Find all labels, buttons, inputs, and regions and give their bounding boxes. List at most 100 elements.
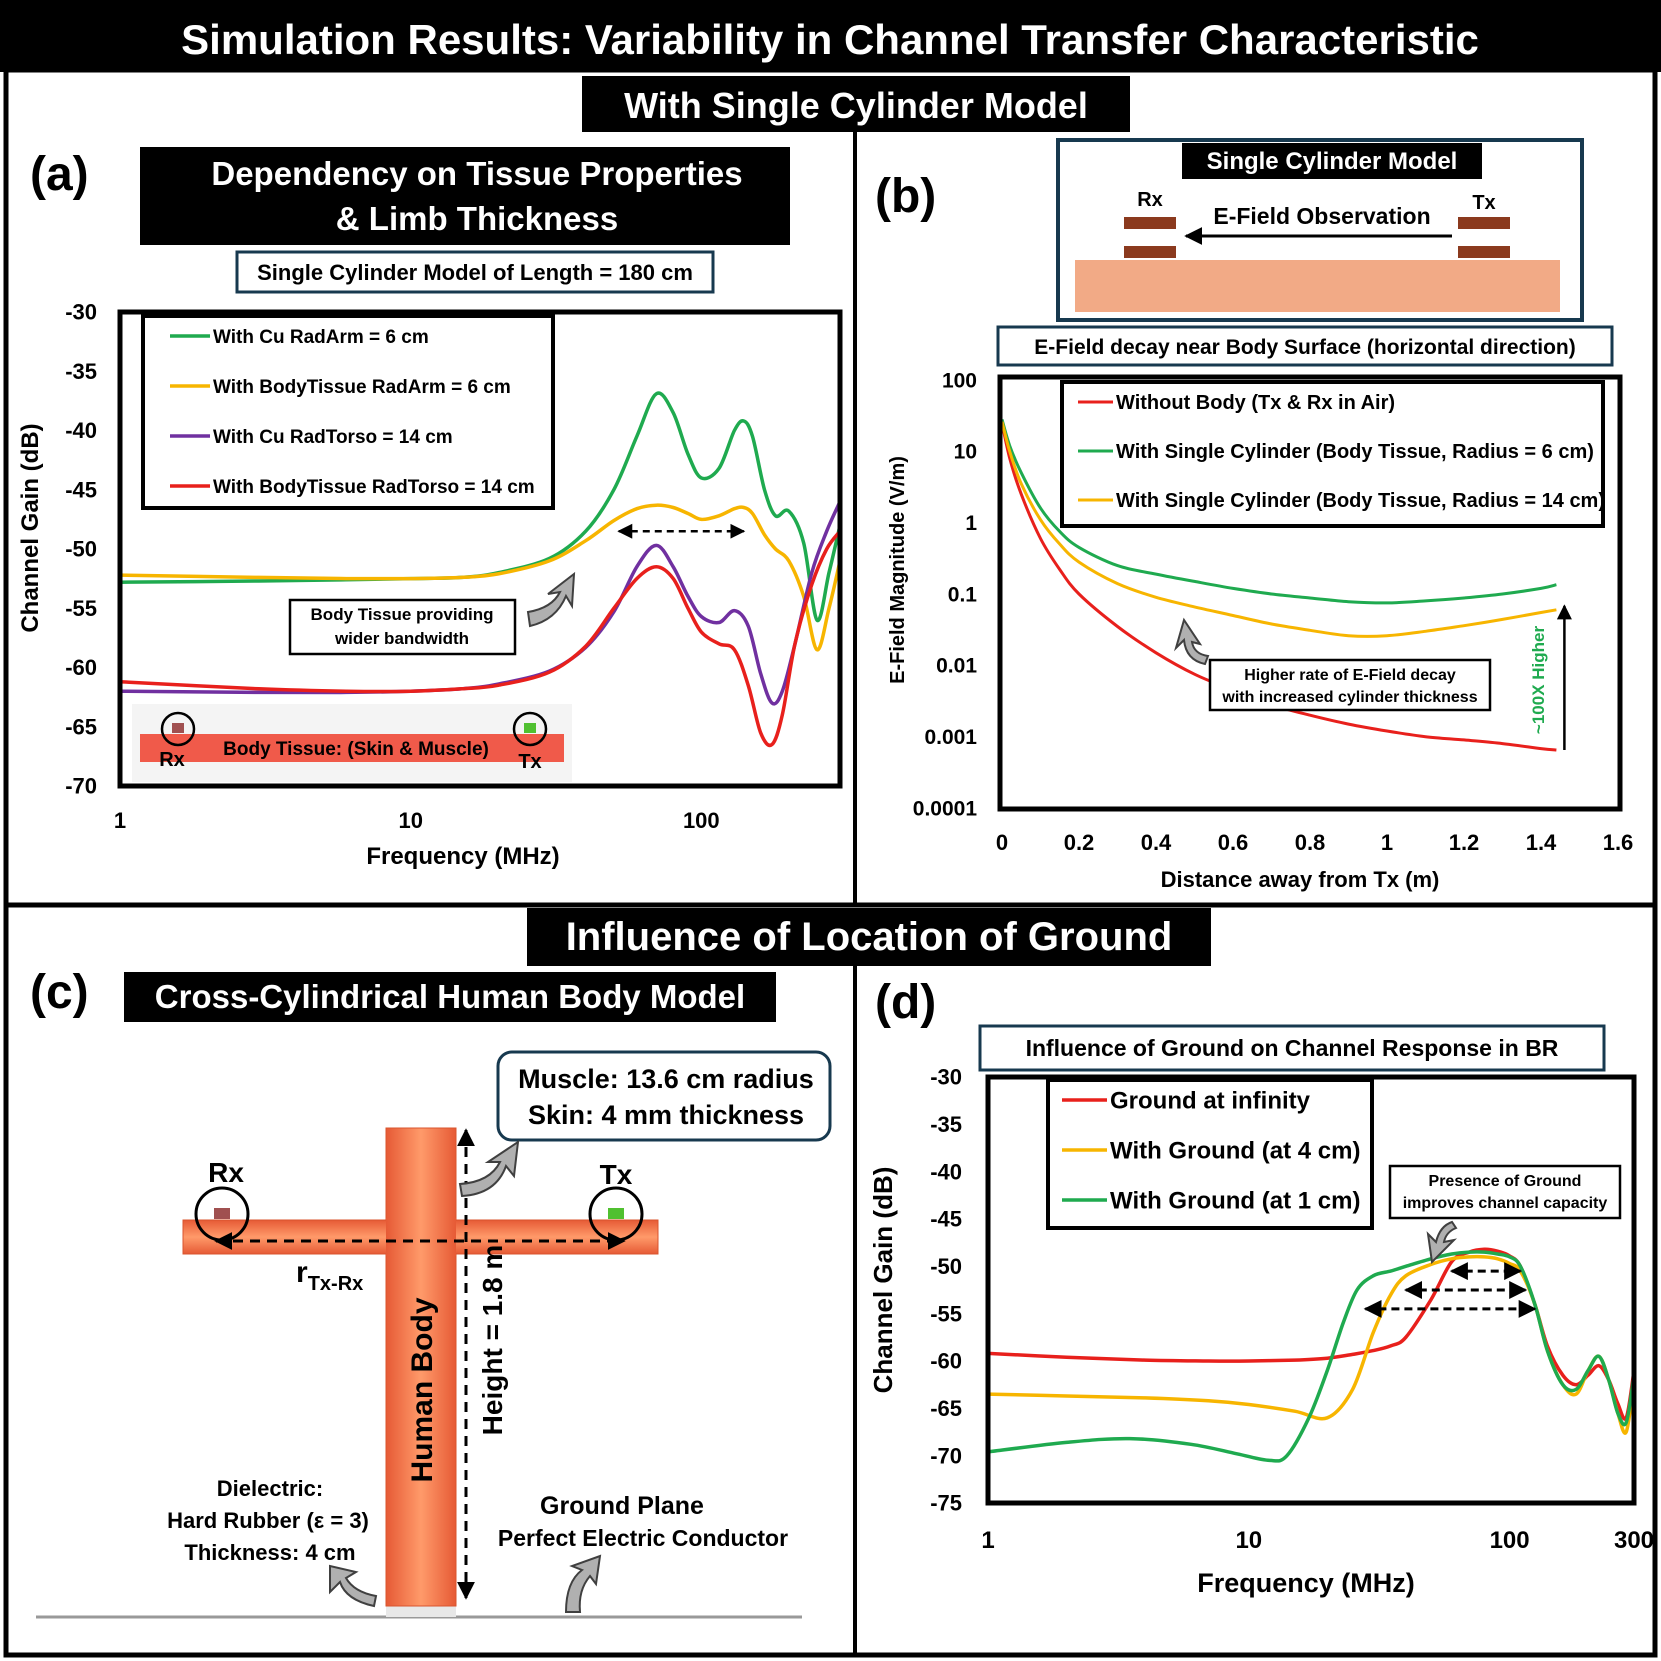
panel-b-tag: (b)	[875, 170, 936, 223]
panel-c-ground-line1: Ground Plane	[540, 1492, 704, 1520]
chart-b-callout-line2: with increased cylinder thickness	[1221, 689, 1477, 706]
chart-d-ytick: -60	[930, 1349, 962, 1374]
chart-a-ytick: -40	[65, 418, 97, 443]
panel-c-distance-label: rTx-Rx	[296, 1256, 363, 1295]
panel-a-subtitle-box	[235, 250, 715, 294]
chart-a-inset-tx: Tx	[518, 751, 541, 773]
panel-b-body-surface	[1075, 260, 1560, 312]
section-top-title: With Single Cylinder Model	[624, 85, 1088, 126]
chart-d-legend	[1046, 1078, 1374, 1230]
panel-c-body-label: Human Body	[406, 1297, 439, 1482]
outer-frame	[3, 67, 1658, 1658]
chart-a-xtick: 1	[114, 808, 126, 833]
chart-a-legend-label: With BodyTissue RadTorso = 14 cm	[213, 477, 535, 498]
panel-c-dielectric-line2: Hard Rubber (ε = 3)	[167, 1508, 369, 1533]
chart-b-legend-label: With Single Cylinder (Body Tissue, Radiu…	[1116, 490, 1605, 512]
chart-b-xtick: 0	[996, 830, 1008, 855]
chart-b-legend-label: With Single Cylinder (Body Tissue, Radiu…	[1116, 441, 1594, 463]
chart-b-callout-box	[1208, 658, 1492, 712]
chart-a-callout-line1: Body Tissue providing	[311, 605, 494, 624]
chart-a-ytick: -30	[65, 300, 97, 325]
chart-b-ratio-label: ~100X Higher	[1529, 626, 1548, 735]
chart-a-callout-line2: wider bandwidth	[334, 629, 469, 648]
chart-a-ytick: -50	[65, 537, 97, 562]
chart-a-ytick: -55	[65, 596, 97, 621]
panel-d-subtitle: Influence of Ground on Channel Response …	[1026, 1035, 1559, 1061]
chart-b-series-line	[1002, 418, 1557, 605]
chart-d-xtick: 100	[1490, 1527, 1530, 1554]
chart-d-callout-box	[1388, 1164, 1622, 1220]
chart-a-legend	[141, 314, 555, 510]
chart-b-xtick: 0.6	[1218, 830, 1249, 855]
chart-a-ytick: -70	[65, 774, 97, 799]
panel-c-dielectric-callout-icon	[329, 1564, 378, 1608]
chart-a-inset-rx: Rx	[159, 749, 185, 771]
chart-b-xlabel: Distance away from Tx (m)	[1161, 867, 1440, 892]
chart-b-ytick: 0.0001	[913, 797, 978, 820]
panel-b-subtitle: E-Field decay near Body Surface (horizon…	[1034, 336, 1575, 359]
chart-a-ylabel: Channel Gain (dB)	[17, 423, 44, 632]
chart-d-series-line	[988, 1250, 1634, 1463]
panel-a-header-line1: Dependency on Tissue Properties	[211, 155, 742, 192]
panel-c-tag: (c)	[30, 966, 89, 1019]
chart-a-ytick: -60	[65, 655, 97, 680]
chart-d-ytick: -70	[930, 1443, 962, 1468]
panel-c-rx-icon	[214, 1208, 230, 1219]
panel-b-model-title: Single Cylinder Model	[1207, 148, 1458, 175]
panel-b-tx-label: Tx	[1472, 192, 1495, 214]
chart-a-inset-tx-marker	[512, 711, 548, 747]
panel-b-tx-electrode-top	[1458, 217, 1510, 229]
chart-a-xtick: 100	[683, 808, 720, 833]
panel-c-tx-label: Tx	[600, 1159, 633, 1190]
chart-a-ytick: -35	[65, 359, 97, 384]
panel-b-model-title-bar	[1182, 143, 1482, 179]
chart-d-xtick: 1	[981, 1527, 994, 1554]
chart-b-ytick: 10	[954, 441, 977, 464]
chart-a-inset-tissue-bar	[140, 734, 564, 762]
panel-c-header	[124, 972, 776, 1022]
chart-b-xtick: 0.8	[1295, 830, 1326, 855]
chart-b-xtick: 1	[1381, 830, 1393, 855]
chart-b-ytick: 0.01	[936, 655, 977, 678]
chart-a-legend-label: With BodyTissue RadArm = 6 cm	[213, 377, 511, 398]
panel-c-dielectric-line3: Thickness: 4 cm	[184, 1540, 355, 1565]
chart-d-callout-arrow-icon	[1426, 1220, 1458, 1265]
chart-a-plot-frame	[117, 309, 843, 789]
chart-d-ytick: -40	[930, 1159, 962, 1184]
panel-c-torso-overlay	[386, 1218, 456, 1256]
panel-d-tag: (d)	[875, 976, 936, 1029]
figure-title: Simulation Results: Variability in Chann…	[181, 16, 1479, 63]
chart-a: Channel Gain (dB) Frequency (MHz) -30 -35…	[17, 300, 843, 870]
chart-d-ytick: -35	[930, 1112, 962, 1137]
panel-c-info-line1: Muscle: 13.6 cm radius	[518, 1064, 814, 1094]
panel-b-observation-label: E-Field Observation	[1213, 203, 1430, 229]
chart-d-ytick: -55	[930, 1301, 962, 1326]
title-bar	[0, 0, 1661, 72]
chart-d-ytick: -65	[930, 1396, 962, 1421]
section-bottom-banner	[527, 908, 1211, 966]
chart-a-series-line	[120, 503, 840, 652]
chart-d-xtick: 10	[1235, 1527, 1262, 1554]
panel-c-dielectric-base	[386, 1605, 456, 1617]
chart-d-xlabel: Frequency (MHz)	[1197, 1568, 1415, 1598]
panel-a-tag: (a)	[30, 148, 89, 201]
chart-b-xtick: 1.4	[1526, 830, 1557, 855]
panel-d-subtitle-box	[978, 1024, 1606, 1072]
chart-a-inset-tx-icon	[524, 723, 536, 733]
chart-d-ylabel: Channel Gain (dB)	[868, 1167, 898, 1394]
chart-a-inset-label: Body Tissue: (Skin & Muscle)	[223, 739, 489, 760]
chart-a-callout-box	[288, 598, 517, 656]
chart-b-xtick: 1.2	[1449, 830, 1480, 855]
chart-b-xtick: 0.2	[1064, 830, 1095, 855]
chart-d-callout-line2: improves channel capacity	[1403, 1195, 1608, 1212]
panel-c-body-torso	[385, 1127, 457, 1607]
panel-c-height-label: Height = 1.8 m	[477, 1245, 508, 1436]
chart-b-xtick: 1.6	[1603, 830, 1634, 855]
panel-b-rx-electrode-top	[1124, 217, 1176, 229]
chart-b-plot-frame	[997, 374, 1623, 812]
chart-d-ytick: -45	[930, 1207, 962, 1232]
chart-b-ytick: 0.001	[924, 726, 977, 749]
panel-c-rx-label: Rx	[208, 1157, 244, 1188]
chart-a-legend-label: With Cu RadArm = 6 cm	[213, 327, 429, 348]
